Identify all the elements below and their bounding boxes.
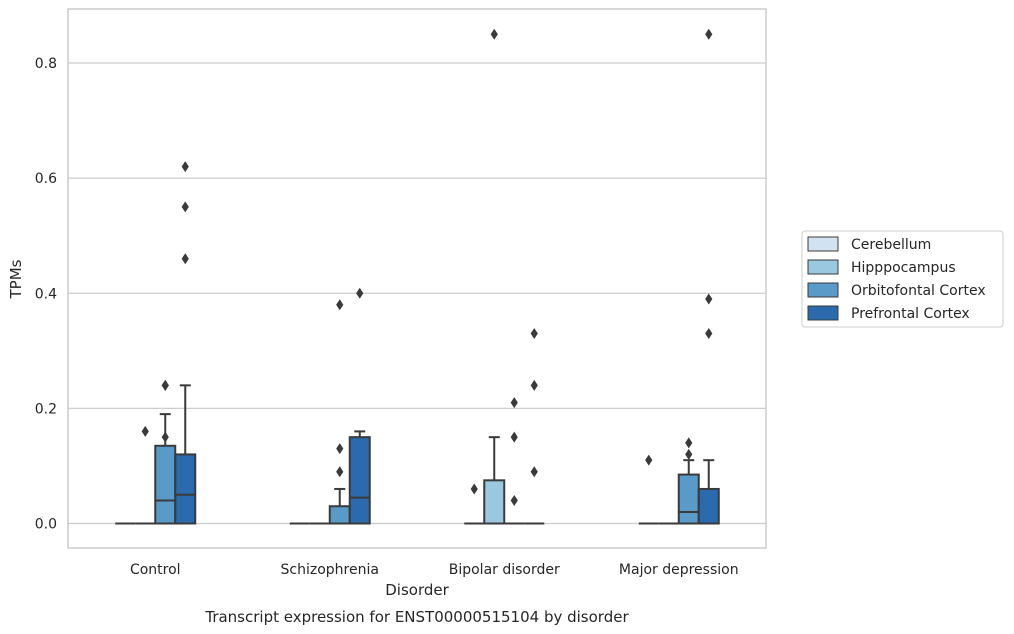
legend-swatch <box>807 236 839 252</box>
legend-frame <box>801 230 1004 328</box>
x-ticks: Control Schizophrenia Bipolar disorder Majo… <box>130 562 739 578</box>
y-tick-label: 0.6 <box>35 171 57 187</box>
outlier-point <box>161 431 169 443</box>
outlier-point <box>510 397 518 409</box>
outlier-point <box>645 454 653 466</box>
outlier-point <box>181 201 189 213</box>
plot-frame <box>67 8 767 549</box>
outlier-point <box>685 437 693 449</box>
outlier-point <box>705 293 713 305</box>
box-body <box>154 444 177 525</box>
outlier-point <box>336 466 344 478</box>
outlier-point <box>705 328 713 340</box>
outlier-point <box>336 299 344 311</box>
box-orbitofontal-cortex <box>328 487 351 525</box>
y-tick-label: 0.2 <box>35 401 57 417</box>
box-orbitofontal-cortex <box>154 413 177 525</box>
x-tick-label: Major depression <box>619 562 739 578</box>
y-tick-label: 0.8 <box>35 56 57 72</box>
outlier-point <box>530 379 538 391</box>
y-ticks: 0.0 0.2 0.4 0.6 0.8 <box>35 56 57 533</box>
outlier-point <box>336 443 344 455</box>
box-body <box>483 479 506 525</box>
outlier-point <box>510 494 518 506</box>
outlier-point <box>181 253 189 265</box>
boxes <box>115 384 720 525</box>
y-tick-label: 0.0 <box>35 517 57 533</box>
box-body <box>174 453 197 525</box>
box-body <box>697 487 720 525</box>
x-tick-label: Schizophrenia <box>281 562 379 578</box>
outlier-point <box>356 287 364 299</box>
outlier-point <box>705 28 713 40</box>
outlier-point <box>161 379 169 391</box>
box-body <box>348 436 371 525</box>
legend: Cerebellum Hipppocampus Orbitofontal Corte… <box>801 230 1004 328</box>
legend-swatch <box>807 259 839 275</box>
legend-swatch <box>807 305 839 321</box>
outlier-point <box>490 28 498 40</box>
box-prefrontal-cortex <box>348 430 371 525</box>
legend-label: Prefrontal Cortex <box>851 306 970 322</box>
x-tick-label: Bipolar disorder <box>449 562 560 578</box>
outlier-point <box>141 425 149 437</box>
y-tick-label: 0.4 <box>35 286 57 302</box>
outlier-point <box>510 431 518 443</box>
outlier-point <box>181 161 189 173</box>
box-orbitofontal-cortex <box>677 459 700 525</box>
outlier-point <box>470 483 478 495</box>
x-tick-label: Control <box>130 562 181 578</box>
legend-label: Hipppocampus <box>851 260 956 276</box>
box-prefrontal-cortex <box>174 384 197 525</box>
box-body <box>328 505 351 525</box>
outlier-point <box>530 328 538 340</box>
outliers <box>141 28 713 506</box>
box-hipppocampus <box>483 436 506 525</box>
outlier-point <box>530 466 538 478</box>
y-axis-label: TPMs <box>7 259 25 299</box>
x-axis-label: Disorder <box>385 581 449 599</box>
box-body <box>677 473 700 525</box>
chart-caption: Transcript expression for ENST0000051510… <box>204 608 629 626</box>
outlier-point <box>685 448 693 460</box>
legend-swatch <box>807 282 839 298</box>
legend-label: Orbitofontal Cortex <box>851 283 986 299</box>
box-prefrontal-cortex <box>697 459 720 525</box>
legend-label: Cerebellum <box>851 237 931 253</box>
